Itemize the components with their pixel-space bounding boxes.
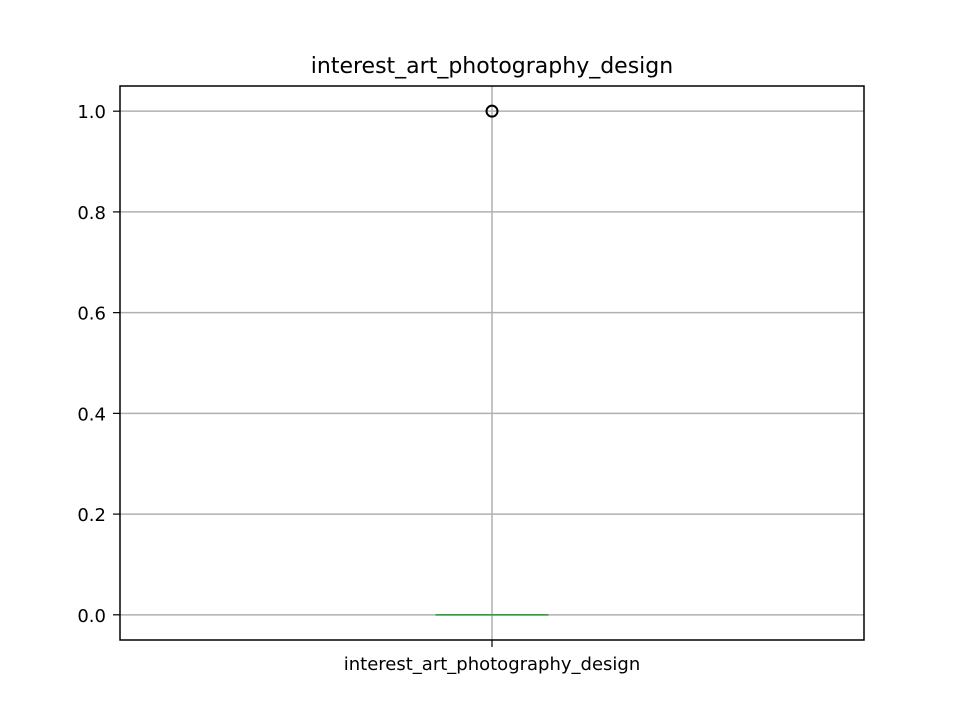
y-tick-label: 0.4 [77, 404, 106, 425]
x-tick-label: interest_art_photography_design [344, 654, 641, 675]
y-tick-label: 0.0 [77, 606, 106, 627]
y-tick-label: 0.6 [77, 304, 106, 325]
y-tick-label: 0.8 [77, 203, 106, 224]
y-tick-label: 1.0 [77, 102, 106, 123]
y-tick-label: 0.2 [77, 505, 106, 526]
axis-ticks: 0.0 0.2 0.4 0.6 0.8 1.0 interest_art_photograp… [77, 102, 640, 675]
chart-title: interest_art_photography_design [311, 54, 673, 79]
grid-lines [120, 86, 864, 640]
